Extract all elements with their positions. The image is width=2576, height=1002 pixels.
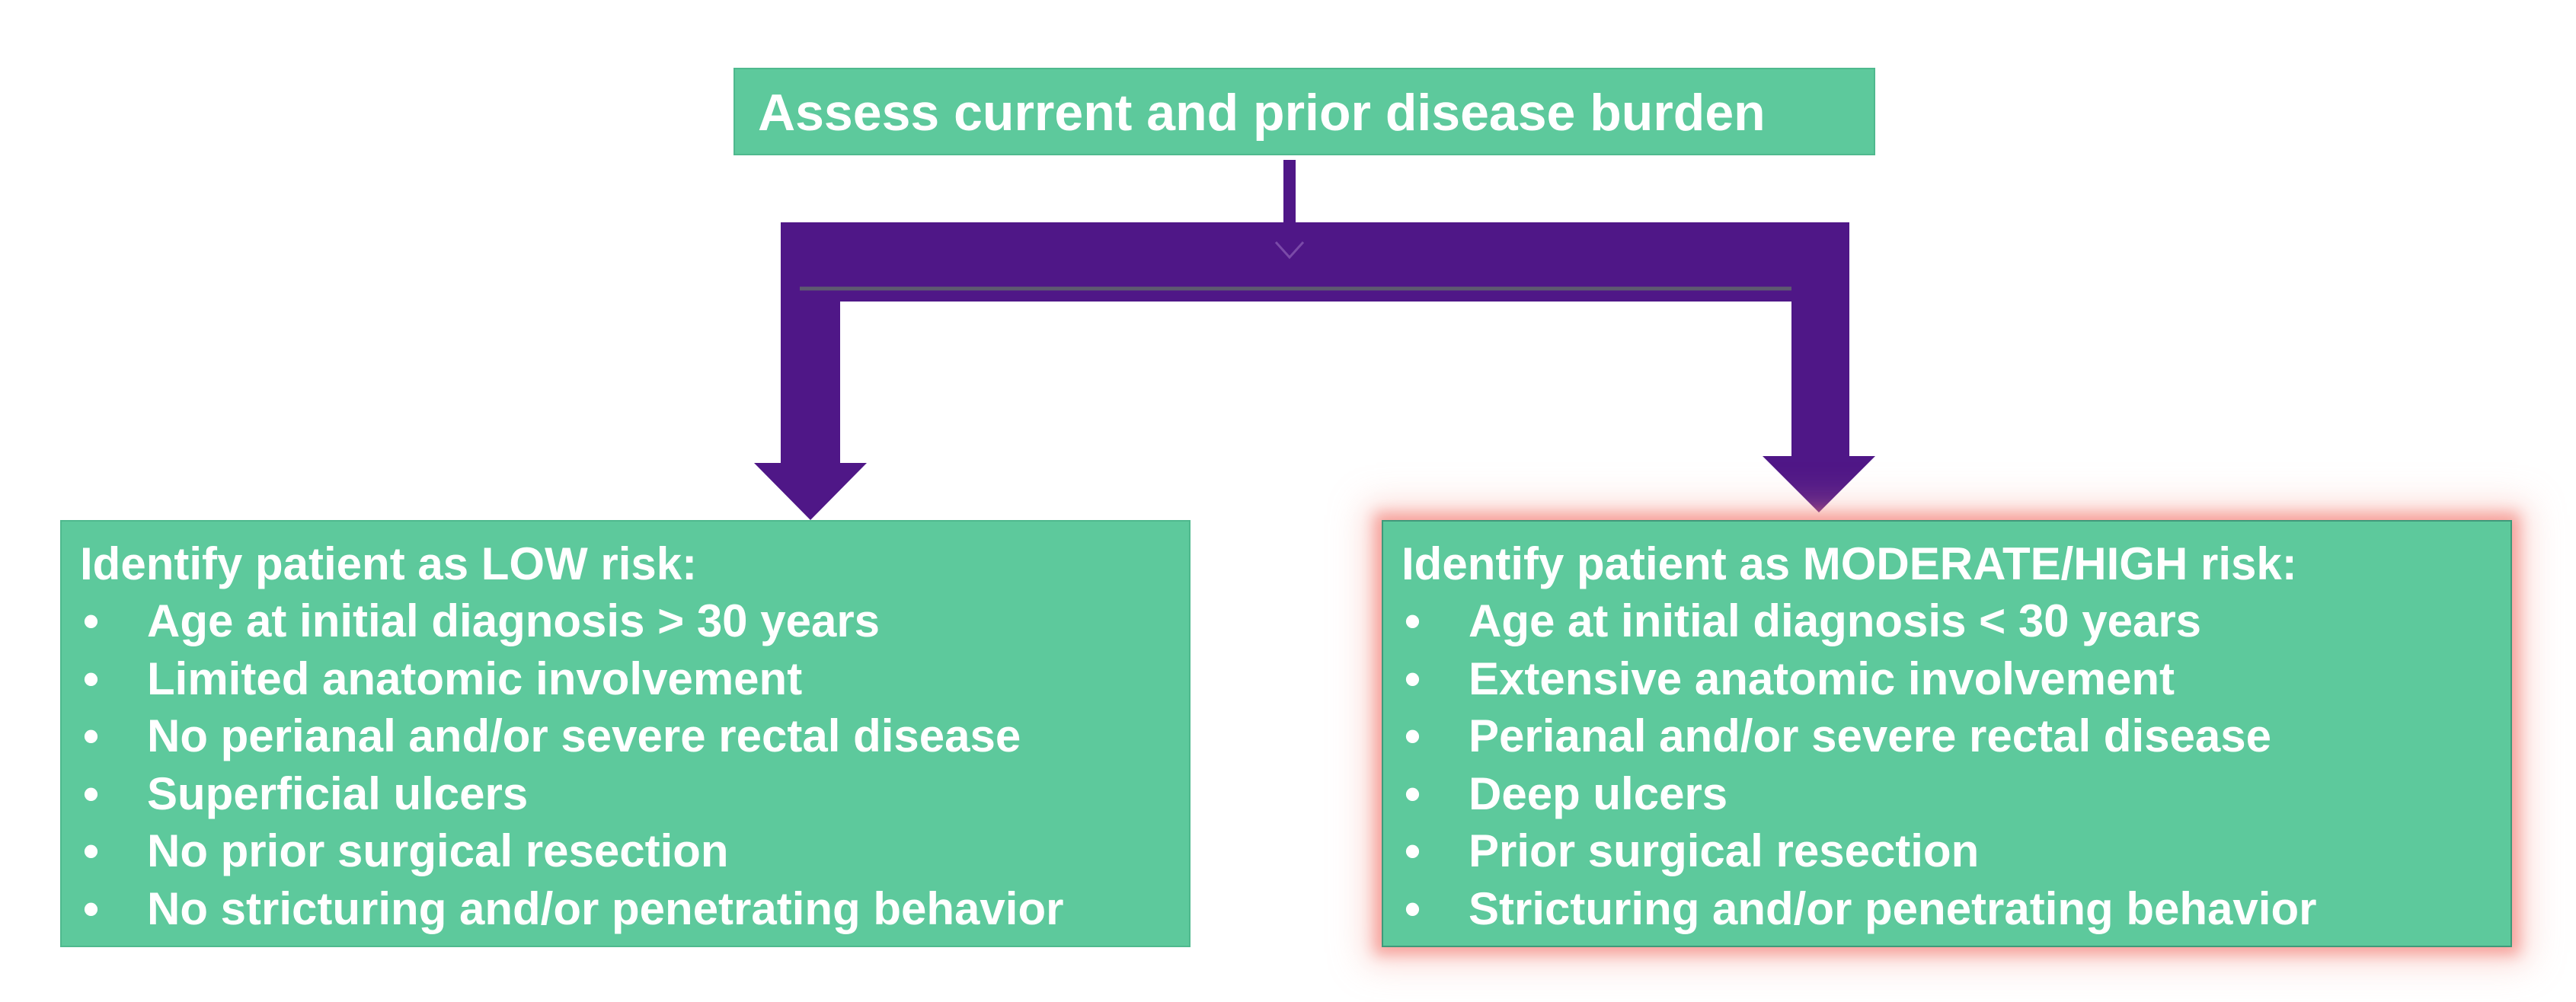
bullet-icon: • <box>83 767 100 819</box>
list-item: • No prior surgical resection <box>80 822 1189 880</box>
list-item: • Age at initial diagnosis > 30 years <box>80 592 1189 650</box>
list-item: • Age at initial diagnosis < 30 years <box>1401 592 2510 650</box>
criterion-text: No perianal and/or severe rectal disease <box>147 710 1021 761</box>
moderate-high-risk-box: Identify patient as MODERATE/HIGH risk: … <box>1382 520 2512 947</box>
assess-burden-box: Assess current and prior disease burden <box>733 68 1875 155</box>
criterion-text: Age at initial diagnosis < 30 years <box>1469 595 2202 646</box>
stem-arrow <box>1283 160 1296 222</box>
left-arrow-head <box>754 463 867 520</box>
moderate-high-risk-heading: Identify patient as MODERATE/HIGH risk: <box>1401 538 2297 589</box>
list-item: • Perianal and/or severe rectal disease <box>1401 707 2510 765</box>
bullet-icon: • <box>1405 710 1421 761</box>
list-item: • No perianal and/or severe rectal diseas… <box>80 707 1189 765</box>
right-arrow-head <box>1763 456 1875 512</box>
bar-chevron-icon <box>1274 241 1305 260</box>
right-arrow-shaft <box>1791 302 1849 456</box>
low-risk-heading: Identify patient as LOW risk: <box>80 538 698 589</box>
bullet-icon: • <box>1405 825 1421 876</box>
low-risk-box: Identify patient as LOW risk: • Age at in… <box>60 520 1191 947</box>
list-item: • Stricturing and/or penetrating behavior <box>1401 880 2510 938</box>
list-item: • Limited anatomic involvement <box>80 650 1189 708</box>
criterion-text: Extensive anatomic involvement <box>1469 653 2175 704</box>
left-arrow-shaft <box>781 302 840 463</box>
list-item: • Deep ulcers <box>1401 765 2510 823</box>
criterion-text: Age at initial diagnosis > 30 years <box>147 595 881 646</box>
criterion-text: Prior surgical resection <box>1469 825 1980 876</box>
list-item: • Superficial ulcers <box>80 765 1189 823</box>
criterion-text: Superficial ulcers <box>147 767 529 819</box>
bullet-icon: • <box>1405 595 1421 646</box>
bullet-icon: • <box>83 653 100 704</box>
bullet-icon: • <box>1405 653 1421 704</box>
bullet-icon: • <box>83 595 100 646</box>
criterion-text: Deep ulcers <box>1469 767 1728 819</box>
criterion-text: No prior surgical resection <box>147 825 729 876</box>
criterion-text: No stricturing and/or penetrating behavi… <box>147 882 1064 934</box>
low-risk-criteria-list: • Age at initial diagnosis > 30 years • Li… <box>80 592 1189 937</box>
list-item: • Extensive anatomic involvement <box>1401 650 2510 708</box>
list-item: • Prior surgical resection <box>1401 822 2510 880</box>
bullet-icon: • <box>83 825 100 876</box>
criterion-text: Perianal and/or severe rectal disease <box>1469 710 2271 761</box>
bullet-icon: • <box>83 710 100 761</box>
bullet-icon: • <box>1405 767 1421 819</box>
moderate-high-risk-criteria-list: • Age at initial diagnosis < 30 years • Ex… <box>1401 592 2510 937</box>
criterion-text: Limited anatomic involvement <box>147 653 803 704</box>
criterion-text: Stricturing and/or penetrating behavior <box>1469 882 2317 934</box>
list-item: • No stricturing and/or penetrating behav… <box>80 880 1189 938</box>
bullet-icon: • <box>1405 882 1421 934</box>
bullet-icon: • <box>83 882 100 934</box>
